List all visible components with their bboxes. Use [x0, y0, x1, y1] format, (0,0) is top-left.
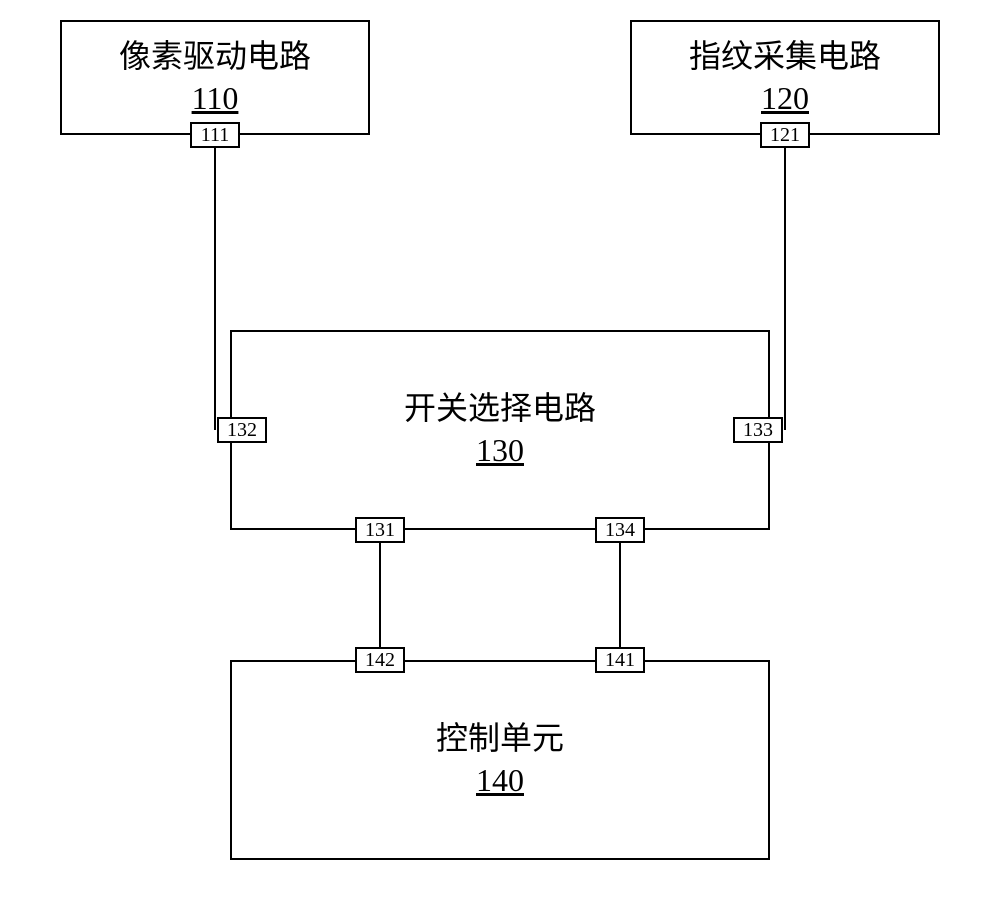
- port-142-label: 142: [365, 649, 395, 672]
- port-134: 134: [595, 517, 645, 543]
- port-133: 133: [733, 417, 783, 443]
- block-fingerprint-num: 120: [761, 78, 809, 120]
- port-121-label: 121: [770, 124, 800, 147]
- port-133-label: 133: [743, 419, 773, 442]
- block-switch-select-title: 开关选择电路: [404, 388, 596, 430]
- block-switch-select-num: 130: [476, 430, 524, 472]
- port-121: 121: [760, 122, 810, 148]
- port-142: 142: [355, 647, 405, 673]
- block-pixel-drive-title: 像素驱动电路: [119, 36, 311, 78]
- block-fingerprint-title: 指纹采集电路: [689, 36, 881, 78]
- port-132-label: 132: [227, 419, 257, 442]
- port-131: 131: [355, 517, 405, 543]
- block-control-unit-num: 140: [476, 760, 524, 802]
- conn-111-132: [214, 148, 216, 430]
- block-pixel-drive-num: 110: [192, 78, 239, 120]
- port-134-label: 134: [605, 519, 635, 542]
- block-diagram: 像素驱动电路 110 111 指纹采集电路 120 121 开关选择电路 130…: [0, 0, 1000, 920]
- port-131-label: 131: [365, 519, 395, 542]
- conn-131-142: [379, 543, 381, 647]
- conn-134-141: [619, 543, 621, 647]
- block-fingerprint: 指纹采集电路 120: [630, 20, 940, 135]
- port-141: 141: [595, 647, 645, 673]
- port-132: 132: [217, 417, 267, 443]
- block-control-unit: 控制单元 140: [230, 660, 770, 860]
- port-111: 111: [190, 122, 240, 148]
- conn-121-133: [784, 148, 786, 430]
- block-switch-select: 开关选择电路 130: [230, 330, 770, 530]
- port-111-label: 111: [201, 124, 230, 147]
- port-141-label: 141: [605, 649, 635, 672]
- block-pixel-drive: 像素驱动电路 110: [60, 20, 370, 135]
- block-control-unit-title: 控制单元: [436, 718, 564, 760]
